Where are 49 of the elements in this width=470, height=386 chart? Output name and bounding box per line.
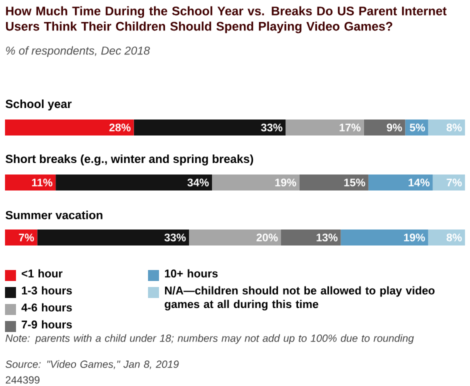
y-tick-label: School year [6,99,72,110]
data-label: 34% [187,178,209,186]
bar [212,174,300,190]
chart-title: How Much Time During the School Year vs. Breaks Do US Parent Internet Users Think Their Children Should Spend Playing Video Games? [6,6,447,34]
data-label: 33% [261,124,282,132]
data-label: 20% [256,234,278,242]
data-label: 7% [446,178,462,186]
source-note: Source: "Video Games," Jan 8, 2019 [6,360,179,370]
bar [428,229,466,246]
data-label: 13% [316,234,338,242]
data-label: 28% [109,124,131,132]
data-label: 11% [32,178,52,186]
bar [5,229,38,246]
bar [5,120,134,136]
bar [286,120,364,136]
data-label: 19% [275,178,296,186]
bar [5,174,56,190]
legend-label: 1-3 hours [22,286,72,295]
legend-label: 7-9 hours [22,320,72,328]
bar [189,229,282,246]
y-tick-label: Short breaks (e.g., winter and spring breaks) [6,154,254,166]
text: 244399 [6,376,40,384]
data-label: 8% [446,234,462,242]
data-label: 8% [446,124,462,132]
data-label: 14% [408,178,430,186]
data-label: 19% [404,234,425,242]
chart-subtitle: % of respondents, Dec 2018 [6,46,150,57]
data-label: 33% [164,234,186,242]
data-label: 15% [344,178,366,186]
legend-label: <1 hour [22,269,62,278]
bar [428,120,466,136]
bar [432,174,466,190]
data-label: 5% [410,124,425,132]
bar [340,229,428,246]
legend-label: N/A—children should not be allowed to play video games at all during this time [164,286,435,310]
data-label: 17% [340,124,361,132]
data-label: 7% [18,234,34,242]
bar [134,120,286,136]
bar [37,229,190,246]
legend-label: 10+ hours [164,269,218,278]
text: Note: parents with a child under 18; numbers may not add up to 100% due to rounding [6,334,414,344]
data-label: 9% [386,124,402,132]
bar [281,229,341,246]
bar [364,120,406,136]
y-tick-label: Summer vacation [6,210,102,220]
bar [299,174,368,190]
bar [56,174,212,190]
bar [368,174,433,190]
legend-label: 4-6 hours [21,303,72,312]
